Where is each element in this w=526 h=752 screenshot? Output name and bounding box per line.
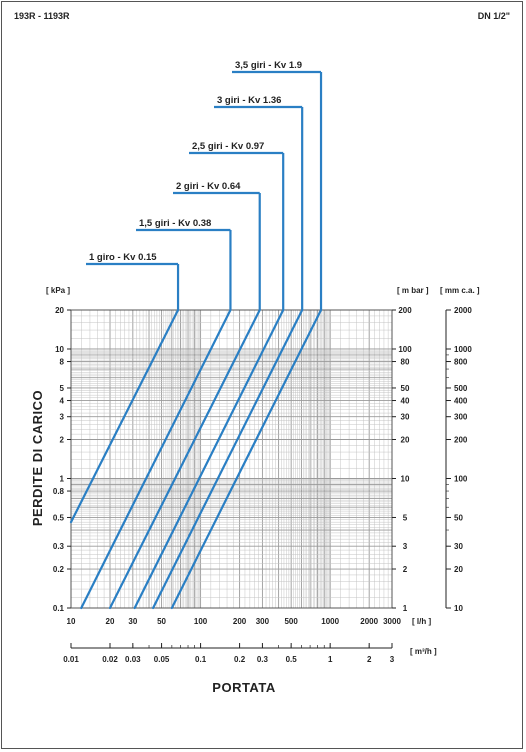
curve-6 [170, 308, 323, 610]
curve-label-3: 2 giri - Kv 0.64 [176, 181, 241, 192]
y-unit-mbar: [ m bar ] [397, 286, 429, 295]
y-tick-label: 10 [55, 345, 64, 354]
x-tick-label: 10 [67, 617, 76, 626]
curve-label-5: 3 giri - Kv 1.36 [217, 95, 281, 106]
y-tick-label: 8 [60, 358, 65, 367]
curve-4 [133, 308, 285, 610]
x2-tick-label: 0.03 [125, 655, 141, 664]
x2-tick-label: 0.1 [195, 655, 207, 664]
x-tick-label: 300 [256, 617, 270, 626]
x2-tick-label: 0.05 [154, 655, 170, 664]
x2-tick-label: 0.3 [257, 655, 269, 664]
curve-label-4: 2,5 giri - Kv 0.97 [192, 141, 264, 152]
curve-3 [108, 308, 261, 610]
y2-tick-label: 100 [398, 345, 412, 354]
y3-tick-label: 20 [454, 565, 463, 574]
x-tick-label: 1000 [321, 617, 339, 626]
y-tick-label: 3 [60, 413, 65, 422]
curve-1 [69, 308, 180, 524]
x2-tick-label: 3 [390, 655, 395, 664]
y2-tick-label: 80 [401, 358, 410, 367]
x2-tick-label: 0.02 [102, 655, 118, 664]
y-axis-title: PERDITE DI CARICO [30, 390, 45, 526]
y2-tick-label: 1 [403, 604, 408, 613]
y3-tick-label: 400 [454, 397, 468, 406]
y-unit-mmca: [ mm c.a. ] [440, 286, 480, 295]
curve-label-2: 1,5 giri - Kv 0.38 [139, 218, 211, 229]
model-code: 193R - 1193R [14, 11, 70, 21]
y2-tick-label: 200 [398, 306, 412, 315]
y3-tick-label: 500 [454, 384, 468, 393]
y2-tick-label: 5 [403, 513, 408, 522]
y3-tick-label: 1000 [454, 345, 472, 354]
y-tick-label: 20 [55, 306, 64, 315]
nominal-diameter: DN 1/2" [477, 11, 510, 21]
y-tick-label: 0.1 [53, 604, 65, 613]
x2-tick-label: 0.01 [63, 655, 79, 664]
y3-tick-label: 100 [454, 474, 468, 483]
y2-tick-label: 30 [401, 413, 410, 422]
y-tick-label: 5 [60, 384, 65, 393]
y-tick-label: 0.5 [53, 513, 65, 522]
y-tick-label: 0.3 [53, 542, 65, 551]
y-tick-label: 0.2 [53, 565, 65, 574]
curve-label-6: 3,5 giri - Kv 1.9 [235, 60, 302, 71]
curve-labels: 1 giro - Kv 0.15 1,5 giri - Kv 0.38 2 giri… [89, 60, 302, 263]
curve-2 [80, 308, 232, 610]
y2-tick-label: 3 [403, 542, 408, 551]
y-unit-kpa: [ kPa ] [46, 286, 70, 295]
x-tick-label: 500 [284, 617, 298, 626]
x-tick-label: 3000 [383, 617, 401, 626]
x-tick-label: 20 [106, 617, 115, 626]
y3-tick-label: 300 [454, 413, 468, 422]
y-tick-label: 1 [60, 474, 65, 483]
x2-tick-label: 0.5 [286, 655, 298, 664]
x-tick-label: 100 [194, 617, 208, 626]
x2-tick-label: 0.2 [234, 655, 246, 664]
y2-tick-label: 20 [401, 436, 410, 445]
y3-tick-label: 200 [454, 436, 468, 445]
y2-tick-label: 2 [403, 565, 408, 574]
y3-tick-label: 50 [454, 513, 463, 522]
y-tick-label: 2 [60, 436, 65, 445]
y3-tick-label: 2000 [454, 306, 472, 315]
curve-label-1: 1 giro - Kv 0.15 [89, 252, 157, 263]
x-tick-label: 200 [233, 617, 247, 626]
axes: 0.1 0.2 0.3 0.5 0.8 1 2 3 4 5 8 10 20 1 2 3 5 10 20 30 40 50 8… [53, 306, 472, 664]
x-tick-label: 50 [157, 617, 166, 626]
x2-tick-label: 1 [328, 655, 333, 664]
y3-tick-label: 30 [454, 542, 463, 551]
y3-tick-label: 10 [454, 604, 463, 613]
x-axis-title: PORTATA [212, 680, 276, 695]
x-unit-m3h: [ m³/h ] [410, 647, 437, 656]
y-tick-label: 4 [60, 397, 65, 406]
x-unit-lh: [ l/h ] [412, 617, 431, 626]
curve-5 [151, 308, 304, 610]
x-tick-label: 2000 [360, 617, 378, 626]
y2-tick-label: 10 [401, 474, 410, 483]
y2-tick-label: 40 [401, 397, 410, 406]
y3-tick-label: 800 [454, 358, 468, 367]
y2-tick-label: 50 [401, 384, 410, 393]
y-tick-label: 0.8 [53, 487, 65, 496]
curves [69, 70, 323, 610]
x2-tick-label: 2 [367, 655, 372, 664]
grid [70, 309, 393, 609]
x-tick-label: 30 [128, 617, 137, 626]
